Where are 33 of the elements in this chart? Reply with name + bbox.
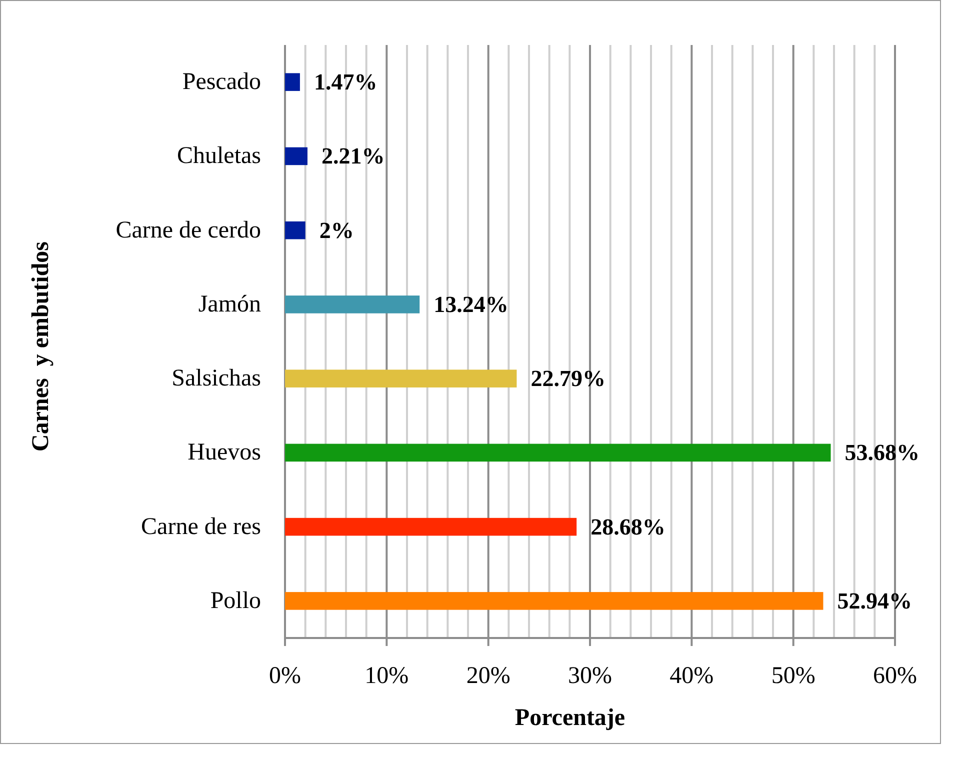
bar — [285, 73, 300, 91]
data-label: 13.24% — [434, 292, 508, 317]
y-tick-label: Pollo — [210, 588, 261, 614]
bar — [285, 370, 517, 388]
x-axis-title: Porcentaje — [514, 705, 626, 731]
data-label: 22.79% — [530, 366, 606, 392]
data-label: 53.68% — [844, 440, 920, 466]
x-tick-label: 40% — [670, 663, 714, 689]
y-tick-label: Carne de res — [141, 514, 261, 540]
data-label: 28.68% — [590, 514, 666, 540]
y-axis-title: Carnes y embutidos — [28, 241, 54, 452]
x-tick-label: 60% — [873, 663, 917, 689]
x-tick-label: 30% — [568, 663, 612, 689]
x-tick-label: 50% — [771, 663, 816, 689]
y-tick-label: Pescado — [182, 69, 261, 96]
data-label: 1.47% — [314, 70, 378, 95]
bar — [285, 518, 577, 536]
x-tick-label: 10% — [364, 663, 409, 689]
data-label: 52.94% — [837, 588, 912, 614]
data-label: 2% — [319, 218, 354, 243]
bar — [285, 296, 420, 314]
bar — [285, 147, 308, 166]
y-tick-label: Huevos — [188, 440, 261, 466]
y-tick-label: Carne de cerdo — [116, 217, 261, 244]
y-tick-label: Chuletas — [177, 143, 261, 170]
bar — [285, 444, 831, 462]
bar — [285, 592, 824, 610]
bar — [285, 221, 306, 240]
y-tick-label: Salsichas — [172, 366, 261, 392]
y-tick-label: Jamón — [198, 291, 261, 318]
x-tick-label: 0% — [269, 663, 301, 689]
x-tick-label: 20% — [466, 663, 510, 689]
data-label: 2.21% — [321, 144, 385, 169]
